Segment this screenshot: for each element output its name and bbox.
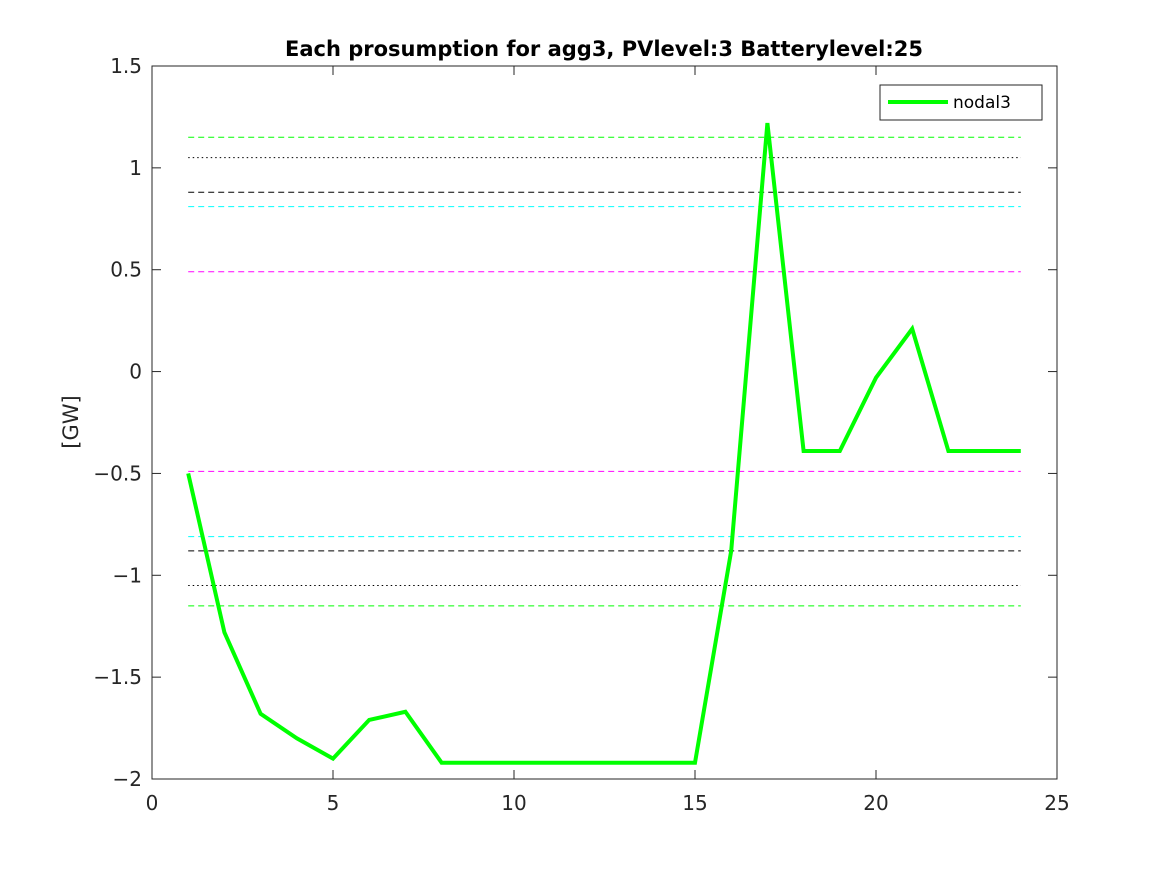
y-tick-label-5: 0.5 — [110, 258, 142, 282]
x-tick-label-5: 25 — [1044, 791, 1069, 815]
y-tick-label-4: 0 — [129, 360, 142, 384]
x-tick-label-0: 0 — [146, 791, 159, 815]
legend: nodal3 — [879, 84, 1043, 121]
x-tick-label-2: 10 — [501, 791, 526, 815]
legend-entry-nodal3: nodal3 — [953, 93, 1011, 113]
y-tick-label-7: 1.5 — [110, 54, 142, 78]
x-tick-label-4: 20 — [863, 791, 888, 815]
plot-frame — [151, 65, 1058, 780]
axis-ticks — [151, 65, 1058, 780]
reference-lines — [188, 136, 1021, 607]
tick-labels: 0 5 10 15 20 25 −2 −1.5 −1 −0.5 0 0.5 1 1.5 — [93, 54, 1069, 815]
x-tick-label-1: 5 — [327, 791, 340, 815]
y-tick-label-6: 1 — [129, 156, 142, 180]
y-tick-label-0: −2 — [113, 767, 142, 791]
y-axis-label: [GW] — [59, 395, 83, 448]
y-tick-label-2: −1 — [113, 563, 142, 587]
y-tick-label-1: −1.5 — [93, 665, 142, 689]
plot-background — [152, 66, 1057, 779]
chart-title: Each prosumption for agg3, PVlevel:3 Bat… — [285, 37, 923, 61]
x-tick-label-3: 15 — [682, 791, 707, 815]
series-group — [186, 122, 1021, 765]
y-tick-label-3: −0.5 — [93, 461, 142, 485]
series-line-nodal3 — [186, 122, 1021, 765]
